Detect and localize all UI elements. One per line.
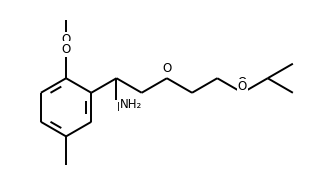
- Text: O: O: [62, 43, 71, 56]
- Text: O: O: [238, 80, 247, 93]
- Text: NH₂: NH₂: [116, 101, 139, 114]
- Text: O: O: [162, 62, 171, 75]
- Text: O: O: [62, 33, 71, 46]
- Text: NH₂: NH₂: [120, 98, 142, 111]
- Text: O: O: [162, 62, 171, 75]
- Text: O: O: [238, 76, 247, 89]
